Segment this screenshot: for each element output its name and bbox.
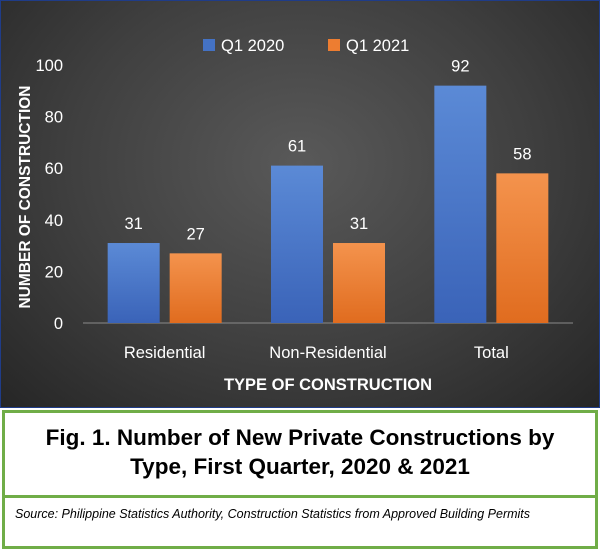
y-tick-label: 80 bbox=[45, 109, 63, 127]
x-axis-title: TYPE OF CONSTRUCTION bbox=[224, 376, 432, 394]
data-label: 92 bbox=[451, 58, 469, 76]
bar-non-residential-q1-2021 bbox=[333, 243, 385, 323]
y-tick-label: 20 bbox=[45, 263, 63, 281]
y-axis-title: NUMBER OF CONSTRUCTION bbox=[17, 85, 34, 308]
y-tick-label: 60 bbox=[45, 160, 63, 178]
bar-residential-q1-2021 bbox=[169, 253, 222, 323]
y-axis: 0 20 40 60 80 100 bbox=[35, 57, 573, 333]
x-tick-label: Non-Residential bbox=[269, 344, 386, 362]
y-tick-label: 40 bbox=[45, 212, 63, 230]
data-label: 31 bbox=[124, 215, 142, 233]
y-tick-label: 0 bbox=[54, 315, 63, 333]
data-label: 58 bbox=[513, 145, 531, 163]
bar-non-residential-q1-2020 bbox=[271, 165, 323, 323]
legend-label: Q1 2020 bbox=[221, 37, 284, 55]
legend-label: Q1 2021 bbox=[346, 37, 409, 55]
bars: 31 27 61 31 92 58 bbox=[107, 58, 549, 323]
figure-title: Fig. 1. Number of New Private Constructi… bbox=[5, 423, 595, 481]
legend-swatch bbox=[203, 39, 215, 51]
figure-title-line-1: Fig. 1. Number of New Private Constructi… bbox=[45, 425, 555, 450]
bar-total-q1-2021 bbox=[496, 173, 549, 323]
x-tick-label: Total bbox=[474, 344, 509, 362]
legend-swatch bbox=[328, 39, 340, 51]
chart-panel: Q1 2020 Q1 2021 0 20 40 60 80 100 31 27 61 31 92 58… bbox=[0, 0, 600, 408]
caption-divider bbox=[5, 495, 595, 498]
bar-total-q1-2020 bbox=[434, 85, 487, 323]
chart-legend: Q1 2020 Q1 2021 bbox=[203, 37, 409, 55]
caption-box: Fig. 1. Number of New Private Constructi… bbox=[2, 410, 598, 549]
x-tick-label: Residential bbox=[124, 344, 206, 362]
bar-residential-q1-2020 bbox=[107, 243, 160, 323]
source-note: Source: Philippine Statistics Authority,… bbox=[15, 507, 531, 521]
bar-chart: Q1 2020 Q1 2021 0 20 40 60 80 100 31 27 61 31 92 58… bbox=[17, 37, 573, 394]
y-tick-label: 100 bbox=[35, 57, 63, 75]
figure-title-line-2: Type, First Quarter, 2020 & 2021 bbox=[130, 454, 470, 479]
data-label: 27 bbox=[186, 225, 204, 243]
data-label: 31 bbox=[350, 215, 368, 233]
data-label: 61 bbox=[288, 138, 306, 156]
x-axis: Residential Non-Residential Total bbox=[124, 344, 509, 362]
